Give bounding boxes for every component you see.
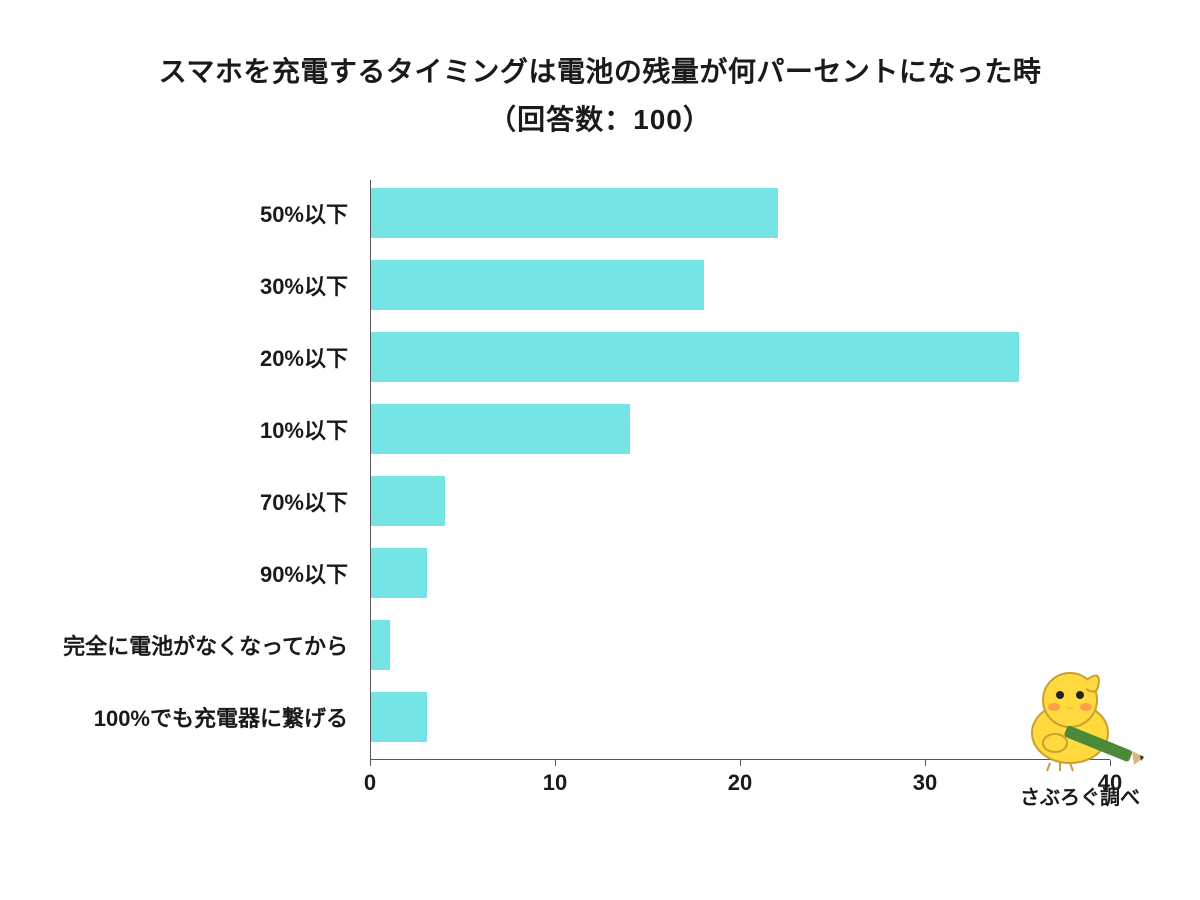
chart-title: スマホを充電するタイミングは電池の残量が何パーセントになった時 （回答数：100… — [0, 0, 1200, 138]
x-tick-label: 30 — [913, 770, 937, 856]
category-label: 10%以下 — [80, 404, 360, 454]
x-tick — [740, 760, 741, 766]
x-tick-label: 20 — [728, 770, 752, 856]
category-label: 100%でも充電器に繋げる — [80, 692, 360, 742]
bar — [371, 692, 427, 742]
chart-area: 50%以下 30%以下 20%以下 10%以下 70%以下 90%以下完全に電池がなくなっ… — [80, 180, 1140, 820]
bar — [371, 404, 630, 454]
bar — [371, 188, 778, 238]
x-tick — [555, 760, 556, 766]
bar — [371, 620, 390, 670]
mascot-icon — [1010, 655, 1150, 775]
mascot: さぶろぐ調べ — [1000, 655, 1160, 810]
title-line-1: スマホを充電するタイミングは電池の残量が何パーセントになった時 — [0, 50, 1200, 90]
bar — [371, 548, 427, 598]
category-label: 50%以下 — [80, 188, 360, 238]
category-label: 30%以下 — [80, 260, 360, 310]
x-tick — [925, 760, 926, 766]
category-label: 20%以下 — [80, 332, 360, 382]
x-tick — [370, 760, 371, 766]
category-label: 90%以下 — [80, 548, 360, 598]
bar — [371, 332, 1019, 382]
category-label: 完全に電池がなくなってから — [80, 620, 360, 670]
bar — [371, 476, 445, 526]
x-tick-label: 10 — [543, 770, 567, 856]
x-tick-label: 0 — [364, 770, 376, 856]
category-label: 70%以下 — [80, 476, 360, 526]
mascot-label: さぶろぐ調べ — [1000, 781, 1160, 810]
title-line-2: （回答数：100） — [0, 98, 1200, 138]
bar — [371, 260, 704, 310]
